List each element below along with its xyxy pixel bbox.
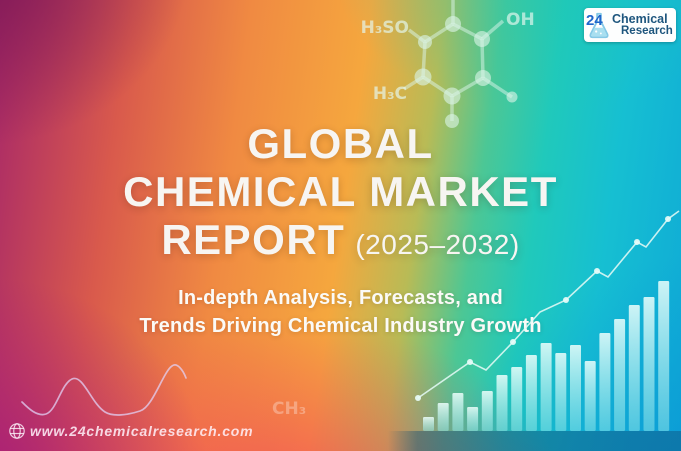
chart-bar	[481, 391, 493, 431]
chart-bar	[584, 361, 596, 431]
subtitle-line-2: Trends Driving Chemical Industry Growth	[139, 315, 542, 337]
chart-trend-dot	[510, 339, 516, 345]
molecule-nodes	[414, 16, 518, 128]
chart-bar	[599, 333, 611, 431]
website-url: www.24chemicalresearch.com	[30, 423, 254, 439]
chart-bar	[643, 297, 655, 431]
title-period: (2025–2032)	[355, 229, 520, 260]
chart-bar	[525, 355, 537, 431]
title-report-word: REPORT	[161, 216, 346, 263]
chart-bar	[658, 281, 670, 431]
chart-bar	[496, 375, 508, 431]
growth-bar-chart	[415, 210, 680, 431]
flask-icon: 24	[586, 11, 611, 39]
chart-trend-dot	[634, 239, 640, 245]
molecule-label-sulfo: H₃SO	[361, 18, 409, 38]
title-block: GLOBAL CHEMICAL MARKET REPORT (2025–2032)…	[0, 120, 681, 340]
chart-bar	[511, 367, 523, 431]
molecule-label-methyl: H₃C	[373, 84, 407, 104]
chart-bar	[555, 353, 567, 431]
chart-trend-dot	[467, 359, 473, 365]
chart-bar	[423, 417, 434, 431]
chart-bar	[540, 343, 552, 431]
chart-ground-strip	[388, 431, 681, 451]
chart-trend-dot	[415, 395, 421, 401]
chart-trend-dot	[563, 297, 569, 303]
molecule-label-ch3: CH₃	[272, 399, 307, 419]
title-line-2: CHEMICAL MARKET	[123, 168, 558, 215]
title-line-1: GLOBAL	[247, 120, 434, 167]
chart-trend-dot	[594, 268, 600, 274]
chart-bar	[570, 345, 581, 431]
globe-icon	[9, 423, 25, 439]
logo-name-line1: Chemical	[612, 11, 668, 26]
molecule-graphic: H₃SO OH H₃C	[361, 0, 535, 128]
subtitle: In-depth Analysis, Forecasts, and Trends…	[0, 284, 681, 340]
chart-trend-line	[417, 210, 680, 399]
subtitle-line-1: In-depth Analysis, Forecasts, and	[178, 287, 503, 309]
title-line-3: REPORT (2025–2032)	[0, 216, 681, 269]
chart-bar	[628, 305, 640, 431]
molecule-label-hydroxyl: OH	[506, 10, 535, 30]
chart-bar	[437, 403, 449, 431]
logo-number: 24	[586, 12, 603, 29]
wave-line-graphic	[21, 364, 187, 416]
brand-logo: 24 Chemical Research	[584, 8, 676, 42]
chart-bar	[467, 407, 479, 431]
logo-name-line2: Research	[621, 24, 673, 37]
chart-trend-dot	[665, 216, 671, 222]
chart-bar	[452, 393, 464, 431]
chart-bar	[614, 319, 626, 431]
